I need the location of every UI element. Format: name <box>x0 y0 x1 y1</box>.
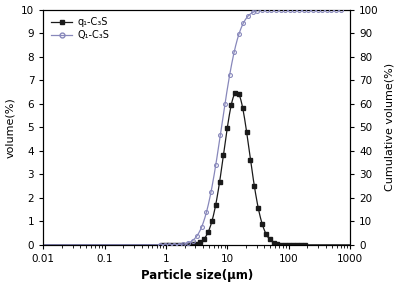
Y-axis label: volume(%): volume(%) <box>6 97 16 158</box>
X-axis label: Particle size(μm): Particle size(μm) <box>141 270 253 283</box>
Y-axis label: Cumulative volume(%): Cumulative volume(%) <box>384 63 394 191</box>
Legend: q₁-C₃S, Q₁-C₃S: q₁-C₃S, Q₁-C₃S <box>48 14 112 43</box>
